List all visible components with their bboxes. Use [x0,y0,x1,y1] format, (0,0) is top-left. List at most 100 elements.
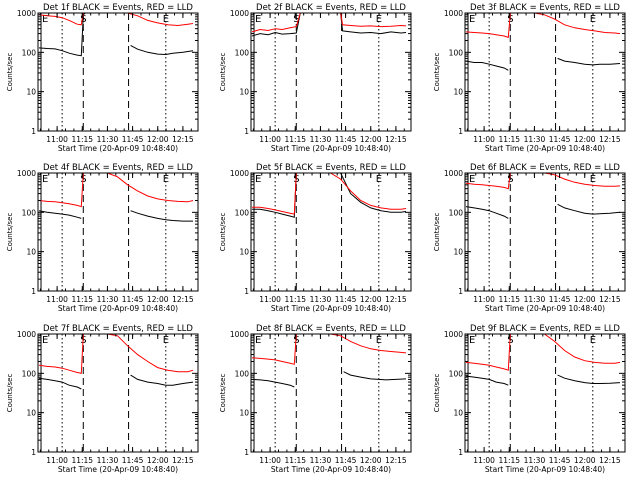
time-marker-label: S [293,14,299,25]
x-axis-label: Start Time (20-Apr-09 10:48:40) [485,465,605,474]
time-marker-label: E [255,335,261,346]
lld-series-line [465,13,621,39]
x-tick-label: 11:00 [473,135,495,144]
y-tick-label: 10 [453,248,463,257]
lld-series-line [38,173,194,208]
x-tick-label: 11:30 [524,456,546,465]
x-tick-label: 11:00 [46,295,68,304]
x-tick-label: 11:45 [549,456,571,465]
y-tick-label: 1 [244,287,249,296]
x-axis-label: Start Time (20-Apr-09 10:48:40) [58,465,178,474]
x-tick-label: 11:15 [284,135,306,144]
time-marker-label: E [376,174,382,185]
x-tick-label: 11:15 [498,456,520,465]
plot-frame [250,12,412,132]
time-marker-label: S [507,14,513,25]
time-marker-label: E [469,14,475,25]
panel-title: Det 1f BLACK = Events, RED = LLD [43,3,193,13]
x-tick-label: 12:00 [147,456,169,465]
time-marker-label: E [590,335,596,346]
time-marker-label: E [469,174,475,185]
x-tick-label: 11:30 [97,456,119,465]
y-tick-label: 1000 [444,330,463,339]
y-tick-label: 1000 [17,330,36,339]
x-tick-label: 12:15 [385,135,407,144]
time-marker-label: E [376,335,382,346]
x-tick-label: 11:00 [259,456,281,465]
lld-series-line [465,334,621,371]
x-axis-label: Start Time (20-Apr-09 10:48:40) [271,144,391,153]
x-tick-label: 11:00 [473,295,495,304]
plot-frame [37,333,199,453]
time-marker-label: E [42,335,48,346]
y-tick-label: 100 [22,208,37,217]
y-tick-label: 100 [235,208,250,217]
time-marker-label: E [42,174,48,185]
x-axis-label: Start Time (20-Apr-09 10:48:40) [271,304,391,313]
panel-title: Det 2f BLACK = Events, RED = LLD [256,3,406,13]
y-axis-label: Counts/sec [219,53,227,92]
detector-panel-4: Det 4f BLACK = Events, RED = LLD Counts/s… [6,163,199,313]
y-axis-label: Counts/sec [6,374,14,413]
plot-frame [250,172,412,292]
y-axis-label: Counts/sec [433,374,441,413]
y-tick-label: 100 [22,369,37,378]
time-marker-label: E [590,14,596,25]
y-tick-label: 1000 [17,9,36,18]
time-marker-label: S [293,335,299,346]
panel-title: Det 9f BLACK = Events, RED = LLD [470,324,620,334]
y-tick-label: 1 [244,127,249,136]
y-axis-label: Counts/sec [6,53,14,92]
x-tick-label: 11:15 [498,135,520,144]
x-tick-label: 11:30 [310,456,332,465]
plot-frame [464,172,626,292]
y-tick-label: 100 [449,48,464,57]
x-tick-label: 11:15 [284,456,306,465]
y-tick-label: 10 [26,409,36,418]
lld-series-line [251,334,407,365]
detector-panel-7: Det 7f BLACK = Events, RED = LLD Counts/s… [6,324,199,474]
x-tick-label: 11:45 [122,135,144,144]
y-tick-label: 1 [31,287,36,296]
plot-frame [37,172,199,292]
y-axis-label: Counts/sec [433,213,441,252]
y-axis-label: Counts/sec [433,53,441,92]
panel-title: Det 8f BLACK = Events, RED = LLD [256,324,406,334]
x-axis-label: Start Time (20-Apr-09 10:48:40) [58,144,178,153]
detector-panel-3: Det 3f BLACK = Events, RED = LLD Counts/s… [433,3,626,153]
y-tick-label: 1 [31,127,36,136]
y-tick-label: 100 [449,208,464,217]
events-series-line [251,13,407,37]
x-tick-label: 11:45 [122,456,144,465]
lld-series-line [251,13,407,33]
y-tick-label: 10 [453,409,463,418]
x-tick-label: 12:00 [574,135,596,144]
x-tick-label: 11:45 [549,135,571,144]
x-axis-label: Start Time (20-Apr-09 10:48:40) [485,144,605,153]
x-tick-label: 11:45 [122,295,144,304]
x-tick-label: 12:15 [599,456,621,465]
y-tick-label: 100 [235,369,250,378]
x-tick-label: 11:00 [473,456,495,465]
y-tick-label: 1 [244,448,249,457]
plot-frame [464,12,626,132]
x-tick-label: 11:00 [259,295,281,304]
detector-panel-1: Det 1f BLACK = Events, RED = LLD Counts/s… [6,3,199,153]
detector-panel-2: Det 2f BLACK = Events, RED = LLD Counts/s… [219,3,412,153]
detector-panel-6: Det 6f BLACK = Events, RED = LLD Counts/s… [433,163,626,313]
y-tick-label: 1000 [17,169,36,178]
x-tick-label: 12:15 [599,295,621,304]
x-tick-label: 11:45 [335,135,357,144]
time-marker-label: E [590,174,596,185]
plot-frame [250,333,412,453]
y-axis-label: Counts/sec [219,374,227,413]
x-tick-label: 11:15 [284,295,306,304]
panel-title: Det 4f BLACK = Events, RED = LLD [43,163,193,173]
y-tick-label: 1 [31,448,36,457]
y-tick-label: 100 [22,48,37,57]
events-series-line [38,13,194,57]
x-axis-label: Start Time (20-Apr-09 10:48:40) [485,304,605,313]
y-tick-label: 10 [239,248,249,257]
events-series-line [38,210,193,222]
